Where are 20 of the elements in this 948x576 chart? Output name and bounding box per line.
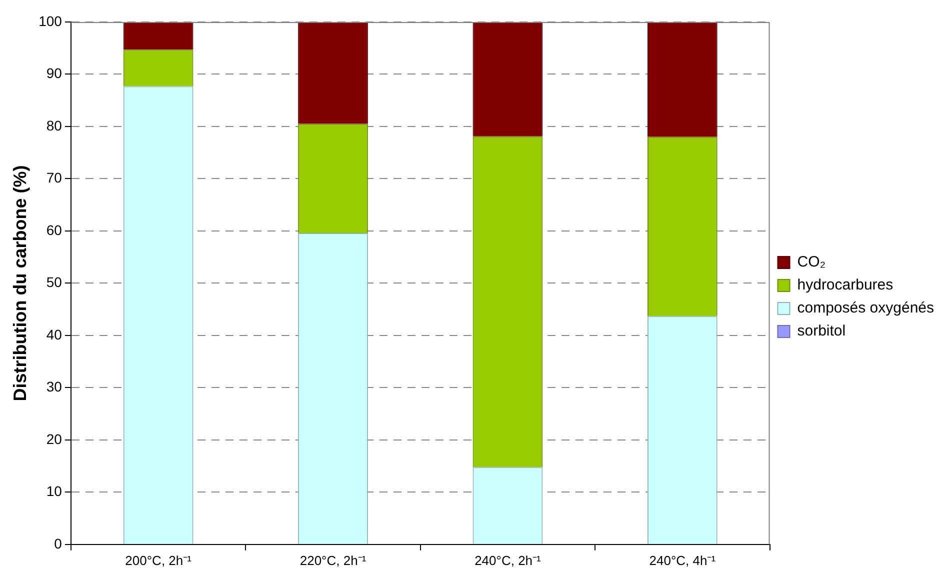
legend-label: sorbitol [797,322,846,340]
y-tick-label: 60 [46,222,62,238]
x-tick-label: 240°C, 2h⁻¹ [474,552,542,568]
y-tick-label: 100 [38,12,62,29]
y-tick-label: 30 [46,378,62,395]
y-tick-label: 50 [46,274,62,290]
y-tick-label: 80 [46,117,62,134]
y-tick-label: 70 [46,170,62,186]
legend-label: CO₂ [797,254,826,271]
x-tick-label: 240°C, 4h⁻¹ [649,552,716,568]
y-tick-label: 10 [46,483,62,500]
legend-label: hydrocarbures [797,276,894,294]
x-tick-label: 200°C, 2h⁻¹ [125,552,192,568]
y-tick-label: 0 [54,535,62,552]
y-tick-label: 90 [46,65,62,82]
y-tick-label: 20 [46,430,62,447]
legend-label: composés oxygénés [797,300,934,317]
y-tick-label: 40 [46,326,62,342]
x-tick-label: 220°C, 2h⁻¹ [300,552,367,568]
y-axis-title: Distribution du carbone (%) [10,165,30,402]
